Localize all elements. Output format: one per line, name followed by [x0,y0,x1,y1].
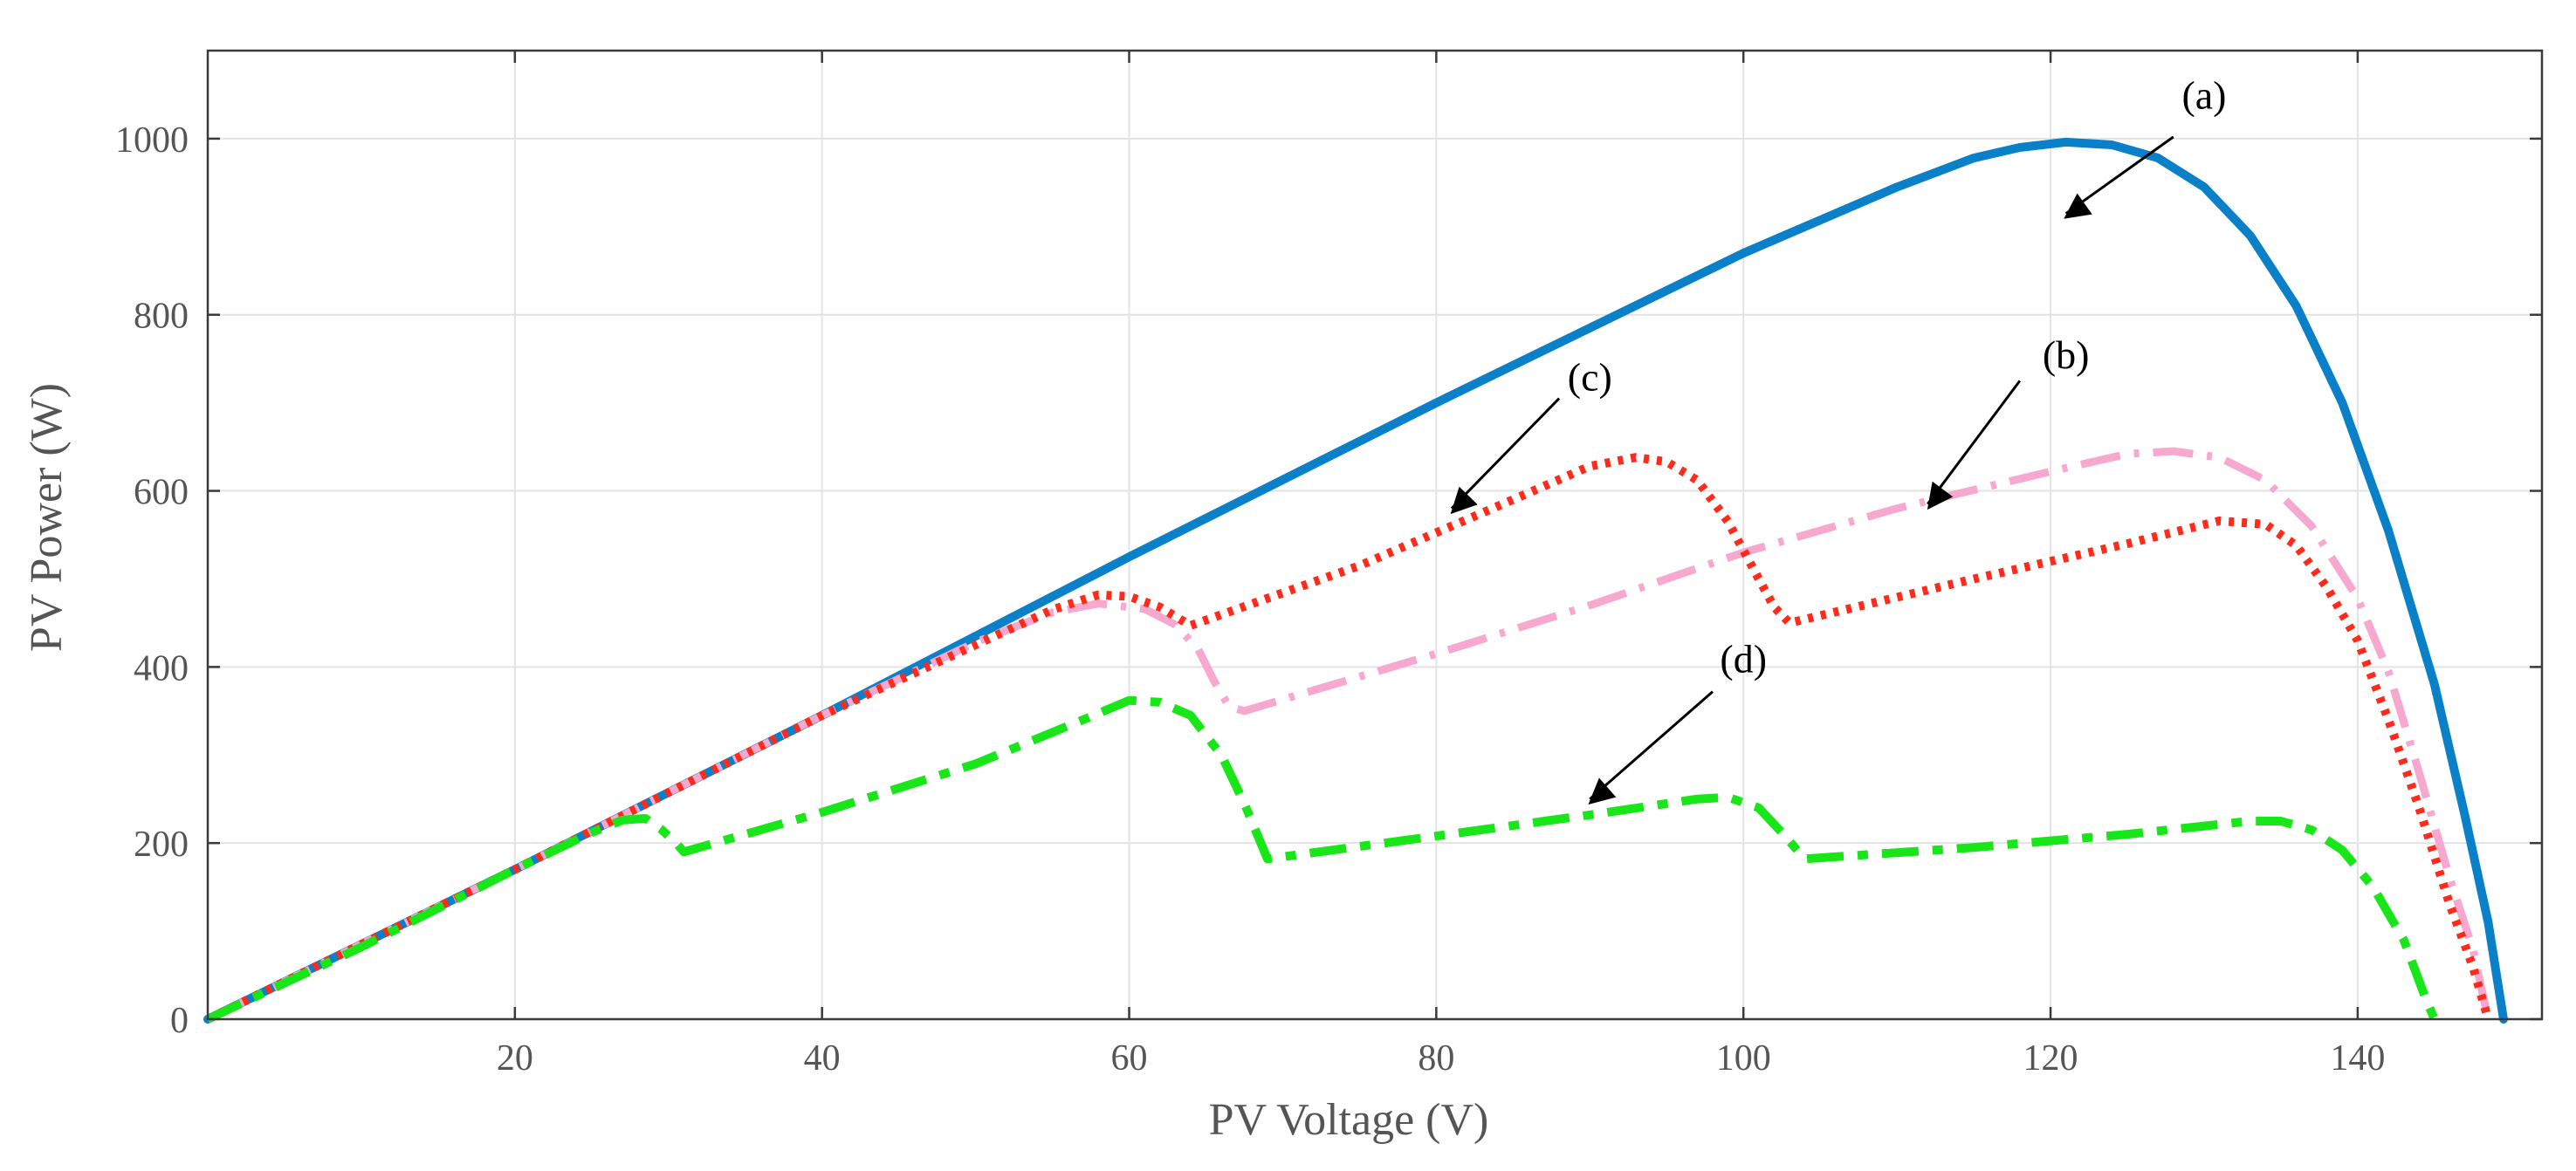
grid [208,51,2542,1020]
series-line-d [205,695,2439,1024]
annotation-label: (b) [2043,332,2090,377]
y-tick-label: 800 [134,297,189,337]
x-tick-label: 40 [804,1038,841,1079]
axis-ticks: 20 40 60 80 100 120 140 0 200 400 600 800 1000 [115,51,2542,1079]
x-tick-label: 20 [497,1038,533,1079]
series-group [203,137,2508,1024]
annotations: (a) (b) (c) (d) [1450,72,2227,805]
plot-frame [206,49,2544,1021]
y-tick-label: 600 [134,473,189,513]
annotation-arrow [1450,397,1561,515]
annotation-label: (c) [1568,354,1612,399]
x-tick-label: 100 [1716,1038,1771,1079]
annotation-arrow [1588,690,1714,805]
annotation-arrow [1927,380,2022,510]
series-line-a [203,137,2508,1024]
annotation-arrow [2064,135,2174,219]
series-line-c [205,453,2493,1024]
y-tick-label: 0 [170,1001,189,1041]
series-line-b [206,447,2492,1024]
x-tick-label: 120 [2023,1038,2078,1079]
annotation-label: (a) [2181,72,2226,117]
annotation-label: (d) [1720,636,1767,681]
y-tick-label: 400 [134,648,189,688]
y-axis-title: PV Power (W) [22,383,72,652]
y-tick-label: 1000 [115,120,189,161]
x-tick-label: 60 [1111,1038,1148,1079]
x-tick-label: 140 [2330,1038,2385,1079]
x-tick-label: 80 [1418,1038,1454,1079]
x-axis-title: PV Voltage (V) [1209,1095,1489,1145]
y-tick-label: 200 [134,825,189,865]
